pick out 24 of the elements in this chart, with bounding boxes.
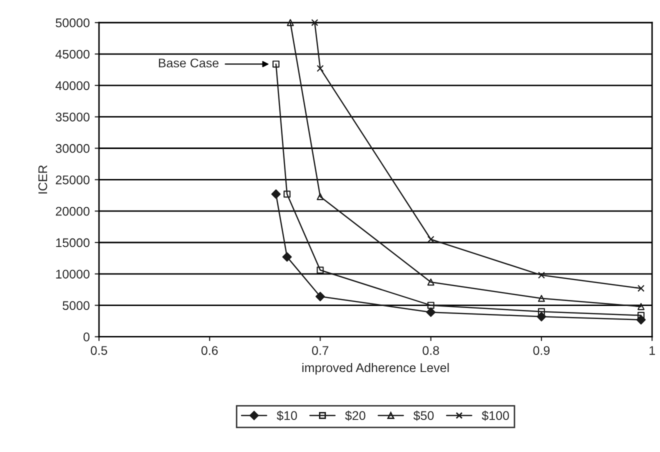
legend-label: $100 [482, 410, 509, 421]
x-tick-label: 0.9 [533, 346, 550, 355]
legend-label: $20 [345, 410, 366, 421]
y-tick-label: 50000 [56, 18, 90, 28]
y-tick-label: 25000 [56, 175, 90, 184]
y-tick-label: 10000 [56, 270, 90, 279]
x-tick-label: 0.6 [201, 346, 218, 355]
x-tick-label: 1 [650, 346, 655, 355]
x-tick-label: 0.7 [312, 346, 328, 355]
y-tick-label: 0 [84, 332, 90, 342]
y-tick-label: 30000 [56, 144, 90, 153]
legend-label: $10 [276, 410, 297, 421]
y-tick-label: 35000 [56, 112, 90, 122]
x-tick-label: 0.8 [422, 346, 439, 355]
legend-label: $50 [413, 410, 434, 421]
y-tick-label: 15000 [56, 238, 90, 248]
y-axis-title: ICER [38, 165, 48, 194]
y-tick-label: 45000 [56, 50, 90, 59]
y-tick-label: 20000 [56, 206, 90, 216]
annotation: Base Case [158, 58, 219, 68]
y-tick-label: 5000 [62, 301, 90, 310]
y-tick-label: 40000 [56, 81, 90, 90]
x-tick-label: 0.5 [90, 346, 108, 355]
x-axis-title: improved Adherence Level [302, 362, 449, 375]
